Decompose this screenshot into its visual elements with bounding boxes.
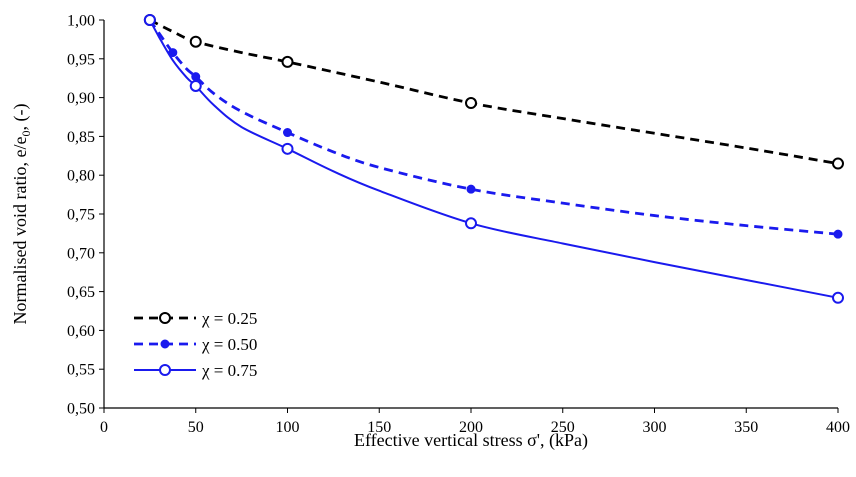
x-tick-label: 100 [276,419,300,436]
legend-label: χ = 0.50 [201,335,257,354]
legend-label: χ = 0.25 [201,309,257,328]
y-tick-label: 0,70 [67,245,95,262]
x-tick-label: 150 [367,419,391,436]
data-point [189,35,202,48]
legend-label: χ = 0.75 [201,361,257,380]
y-ticks: 0,50 0,55 0,60 0,65 0,70 0,75 0,80 0,85 0,90 0,95… [67,13,104,418]
x-tick-label: 0 [100,419,108,436]
series-line [149,18,839,165]
x-ticks: 0 50 100 150 200 250 300 350 400 [100,408,850,436]
y-tick-label: 0,80 [67,168,95,185]
data-point [143,14,156,26]
data-point [465,97,477,110]
series-3 [143,14,844,304]
y-tick-label: 0,75 [67,207,95,224]
data-point [191,72,201,82]
legend-item: χ = 0.25 [134,309,257,328]
data-point [466,184,476,194]
data-point [189,79,202,92]
legend-marker [159,312,171,324]
y-tick-label: 0,90 [67,90,95,107]
y-axis-title-tail: , (-) [10,104,31,131]
data-point [833,229,843,239]
data-point [283,128,292,138]
legend-marker [159,364,171,376]
y-axis-title: Normalised void ratio, e/e0, (-) [10,104,33,325]
x-tick-label: 250 [551,419,575,436]
data-point [281,142,294,155]
y-tick-label: 0,55 [67,362,95,379]
y-tick-label: 0,60 [67,323,95,340]
series-line [148,19,839,236]
legend: χ = 0.25 χ = 0.50 χ = 0.75 [134,309,257,380]
legend-marker [160,339,170,349]
x-tick-label: 50 [188,419,204,436]
data-point [832,157,844,170]
legend-item: χ = 0.50 [134,335,257,354]
data-point [281,55,294,68]
x-tick-label: 200 [459,419,483,436]
data-point [832,291,844,304]
x-tick-label: 350 [734,419,758,436]
series-2 [145,15,843,239]
x-tick-label: 300 [643,419,667,436]
y-axis-title-main: Normalised void ratio, e/e [10,137,30,325]
y-tick-label: 1,00 [67,13,95,30]
data-point [465,217,477,230]
x-axis-title: Effective vertical stress σ', (kPa) [354,430,588,451]
y-tick-label: 0,65 [67,284,95,301]
series-line [148,19,839,299]
x-tick-label: 400 [826,419,850,436]
y-tick-label: 0,85 [67,129,95,146]
y-axis-title-subscript: 0 [19,131,33,137]
y-tick-label: 0,50 [67,401,95,418]
legend-item: χ = 0.75 [134,361,257,380]
y-tick-label: 0,95 [67,51,95,68]
series-1 [143,14,844,170]
series-layer [143,14,844,304]
